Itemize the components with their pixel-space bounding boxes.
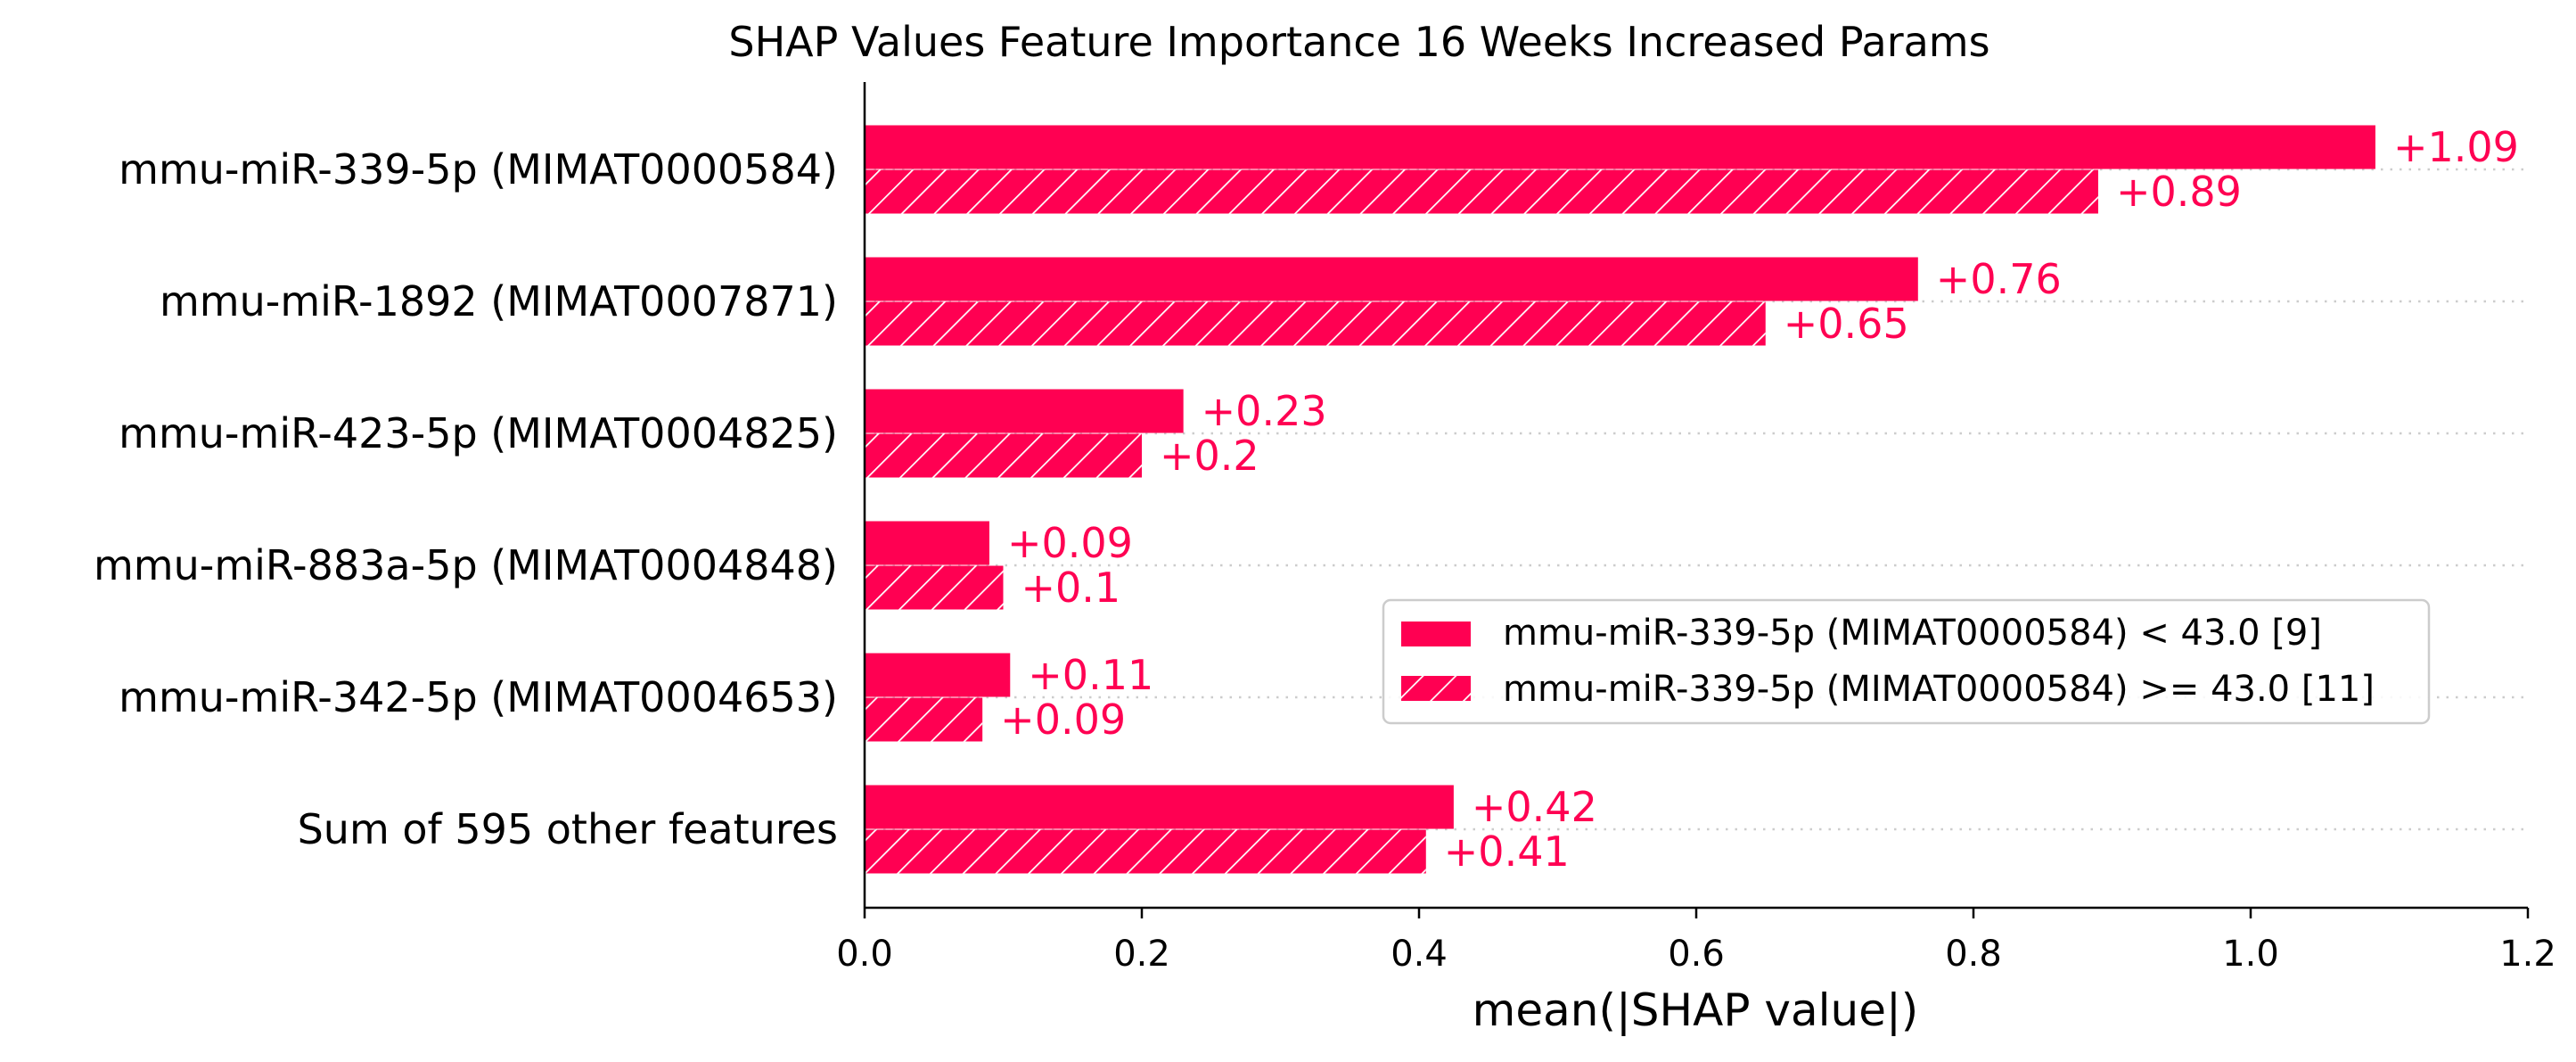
bar-low xyxy=(865,521,989,565)
y-tick-label: mmu-miR-423-5p (MIMAT0004825) xyxy=(119,409,838,457)
bar-low xyxy=(865,125,2375,169)
x-axis-label: mean(|SHAP value|) xyxy=(1473,984,1919,1036)
y-tick-label: mmu-miR-1892 (MIMAT0007871) xyxy=(160,277,838,325)
value-label: +0.76 xyxy=(1936,255,2062,303)
x-ticks: 0.0 0.2 0.4 0.6 0.8 1.0 1.2 xyxy=(836,908,2556,975)
y-tick-label: mmu-miR-342-5p (MIMAT0004653) xyxy=(119,673,838,721)
x-tick-label: 0.2 xyxy=(1113,934,1170,975)
legend-swatch-hatch-overlay xyxy=(1401,676,1471,701)
legend-label-high: mmu-miR-339-5p (MIMAT0000584) >= 43.0 [1… xyxy=(1503,669,2375,710)
value-label: +0.09 xyxy=(1007,519,1133,567)
bar-hatch-overlay xyxy=(865,829,1426,874)
value-label: +0.42 xyxy=(1472,783,1597,831)
y-tick-label: mmu-miR-339-5p (MIMAT0000584) xyxy=(119,145,838,193)
value-label: +0.2 xyxy=(1160,432,1259,480)
bar-hatch-overlay xyxy=(865,697,983,742)
value-label: +0.1 xyxy=(1021,564,1121,612)
value-label: +0.89 xyxy=(2116,168,2242,216)
y-tick-label: mmu-miR-883a-5p (MIMAT0004848) xyxy=(94,541,838,589)
x-tick-label: 1.0 xyxy=(2222,934,2279,975)
value-label: +0.09 xyxy=(1000,696,1126,744)
x-tick-label: 0.6 xyxy=(1668,934,1725,975)
bar-hatch-overlay xyxy=(865,301,1766,346)
legend-frame xyxy=(1382,598,2431,725)
x-tick-label: 0.4 xyxy=(1391,934,1448,975)
value-label: +1.09 xyxy=(2393,123,2519,171)
bar-hatch-overlay xyxy=(865,169,2098,214)
chart-title: SHAP Values Feature Importance 16 Weeks … xyxy=(728,18,1989,66)
bar-hatch-overlay xyxy=(865,433,1142,478)
value-label: +0.41 xyxy=(1444,827,1570,876)
y-tick-label: Sum of 595 other features xyxy=(298,805,838,853)
x-tick-label: 0.0 xyxy=(836,934,893,975)
bar-low xyxy=(865,257,1918,301)
bar-low xyxy=(865,785,1454,829)
value-label: +0.23 xyxy=(1202,387,1327,435)
bar-hatch-overlay xyxy=(865,565,1004,610)
legend-label-low: mmu-miR-339-5p (MIMAT0000584) < 43.0 [9] xyxy=(1503,613,2322,654)
legend: mmu-miR-339-5p (MIMAT0000584) < 43.0 [9]… xyxy=(1382,598,2431,725)
value-label: +0.11 xyxy=(1028,651,1153,699)
bar-low xyxy=(865,389,1184,433)
legend-swatch-solid xyxy=(1401,622,1471,646)
x-tick-label: 1.2 xyxy=(2499,934,2556,975)
bar-low xyxy=(865,653,1011,697)
x-tick-label: 0.8 xyxy=(1945,934,2002,975)
value-labels: +1.09+0.89+0.76+0.65+0.23+0.2+0.09+0.1+0… xyxy=(1000,123,2519,876)
y-tick-labels: mmu-miR-339-5p (MIMAT0000584) mmu-miR-189… xyxy=(94,145,838,853)
bars xyxy=(865,125,2375,874)
value-label: +0.65 xyxy=(1784,300,1909,348)
